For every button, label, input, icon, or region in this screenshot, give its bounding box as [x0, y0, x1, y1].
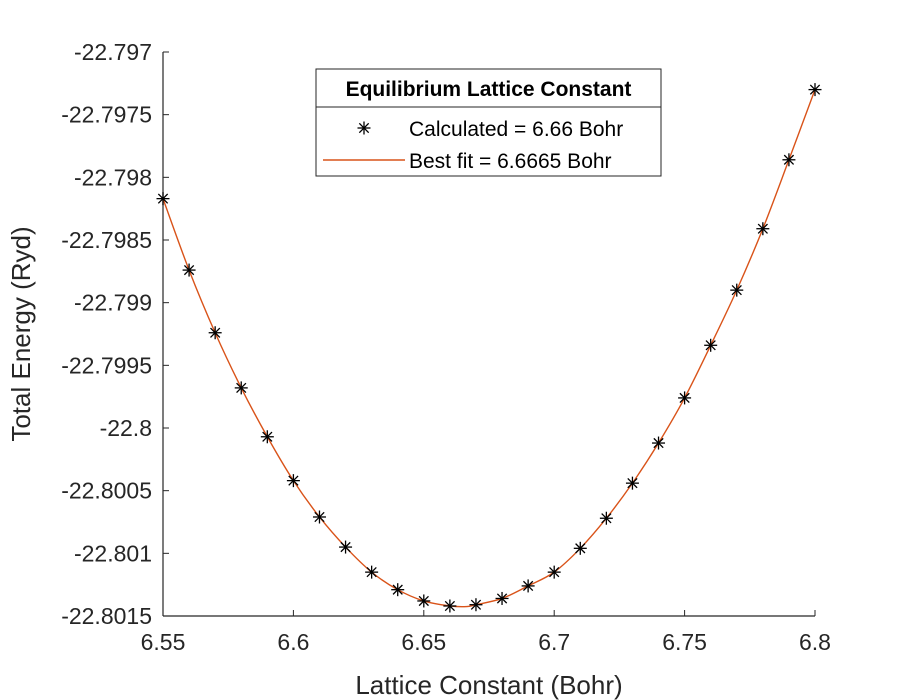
data-point — [730, 283, 744, 297]
y-tick-label: -22.798 — [74, 164, 152, 190]
data-point — [286, 474, 300, 488]
legend-marker-calculated — [357, 121, 371, 135]
data-point — [782, 153, 796, 167]
legend-asterisk — [357, 121, 371, 135]
data-point — [573, 541, 587, 555]
data-point — [678, 391, 692, 405]
data-point — [521, 579, 535, 593]
data-point — [652, 436, 666, 450]
y-tick-label: -22.8005 — [61, 478, 152, 504]
legend-box — [315, 68, 662, 177]
x-tick-label: 6.6 — [277, 629, 309, 655]
data-point — [417, 594, 431, 608]
data-point — [312, 510, 326, 524]
data-point — [208, 326, 222, 340]
y-tick-label: -22.7985 — [61, 227, 152, 253]
x-tick-label: 6.75 — [662, 629, 707, 655]
y-tick-label: -22.801 — [74, 540, 152, 566]
y-tick-label: -22.7995 — [61, 352, 152, 378]
data-point — [599, 511, 613, 525]
x-tick-label: 6.55 — [141, 629, 186, 655]
y-tick-label: -22.8015 — [61, 603, 152, 629]
x-tick-label: 6.8 — [799, 629, 831, 655]
data-point — [469, 598, 483, 612]
data-point — [808, 83, 822, 97]
data-point — [443, 599, 457, 613]
data-point — [391, 583, 405, 597]
data-point — [625, 476, 639, 490]
data-point — [704, 338, 718, 352]
calculated-series — [156, 83, 822, 613]
data-point — [365, 565, 379, 579]
x-axis-title: Lattice Constant (Bohr) — [355, 670, 622, 700]
x-tick-label: 6.7 — [538, 629, 570, 655]
data-point — [495, 591, 509, 605]
y-tick-label: -22.8 — [100, 415, 152, 441]
y-axis-title: Total Energy (Ryd) — [6, 226, 36, 441]
y-tick-label: -22.797 — [74, 39, 152, 65]
legend-title: Equilibrium Lattice Constant — [346, 78, 632, 101]
data-point — [756, 222, 770, 236]
y-tick-label: -22.7975 — [61, 102, 152, 128]
legend-label-best-fit: Best fit = 6.6665 Bohr — [409, 150, 612, 173]
data-point — [260, 430, 274, 444]
axes: 6.55 6.6 6.65 6.7 6.75 6.8 -22.797 -22.7975 -22.… — [61, 39, 831, 655]
data-point — [234, 381, 248, 395]
legend-label-calculated: Calculated = 6.66 Bohr — [409, 118, 623, 141]
data-point — [339, 540, 353, 554]
x-tick-label: 6.65 — [401, 629, 446, 655]
data-point — [182, 263, 196, 277]
data-point — [156, 192, 170, 206]
data-point — [547, 565, 561, 579]
legend: Equilibrium Lattice Constant Calculated … — [315, 68, 662, 177]
y-tick-label: -22.799 — [74, 290, 152, 316]
